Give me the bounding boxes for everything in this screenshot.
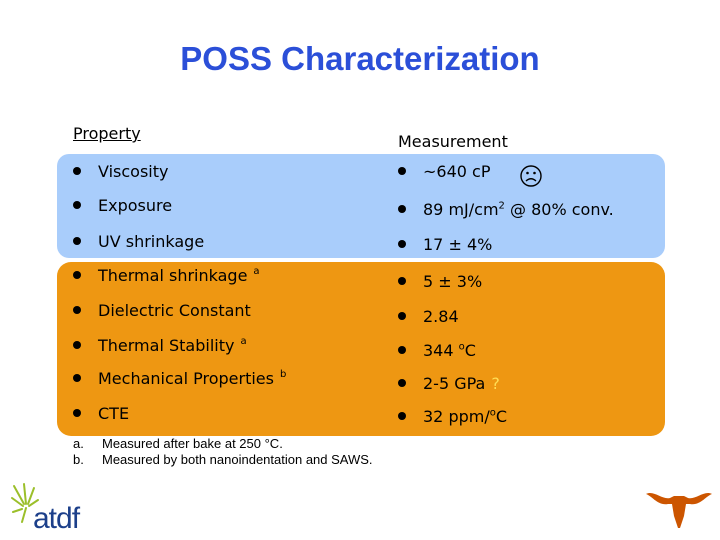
property-label: Thermal shrinkage [98, 266, 248, 285]
measurement-value: 89 mJ/cm2 @ 80% conv. [423, 200, 614, 219]
bullet-icon [398, 345, 406, 354]
table-row: UV shrinkage 17 ± 4% [0, 232, 720, 262]
property-label: Thermal Stability [98, 336, 235, 355]
question-mark-flag: ? [491, 374, 500, 393]
measurement-column-header: Measurement [398, 132, 508, 151]
bullet-icon [73, 408, 81, 417]
property-label: CTE [98, 404, 130, 423]
bullet-icon [73, 373, 81, 382]
slide-title: POSS Characterization [180, 40, 540, 77]
footnote-a: a. Measured after bake at 250 °C. [73, 436, 283, 451]
bullet-icon [398, 378, 406, 387]
footnote-marker: a [240, 336, 247, 347]
bullet-icon [73, 236, 81, 245]
property-label: Exposure [98, 196, 173, 215]
bullet-icon [398, 411, 406, 420]
table-row: Mechanical Properties b 2-5 GPa? [0, 369, 720, 399]
table-row: Thermal Stability a 344 oC [0, 336, 720, 366]
measurement-value: 2.84 [423, 307, 459, 326]
atdf-logo-text: atdf [33, 502, 80, 535]
bullet-icon [73, 340, 81, 349]
atdf-logo-icon [11, 483, 39, 523]
table-row: Viscosity ~640 cP [0, 162, 720, 192]
property-label: Dielectric Constant [98, 301, 251, 320]
footnote-marker: b [279, 369, 287, 380]
bullet-icon [398, 276, 406, 285]
uv-properties-band [57, 154, 665, 258]
property-label: UV shrinkage [98, 232, 205, 251]
measurement-value: 5 ± 3% [423, 272, 483, 291]
measurement-value: 17 ± 4% [423, 235, 493, 254]
bullet-icon [73, 270, 81, 279]
table-row: CTE 32 ppm/oC [0, 404, 720, 434]
bullet-icon [398, 166, 406, 175]
bullet-icon [73, 166, 81, 175]
footnote-b: b. Measured by both nanoindentation and S… [73, 452, 373, 467]
measurement-value: ~640 cP [423, 162, 491, 181]
bullet-icon [398, 311, 406, 320]
table-row: Exposure 89 mJ/cm2 @ 80% conv. [0, 196, 720, 226]
table-row: Thermal shrinkage a 5 ± 3% [0, 266, 720, 296]
footnote-marker: a [253, 266, 260, 277]
bullet-icon [398, 204, 406, 213]
table-row: Dielectric Constant 2.84 [0, 301, 720, 331]
footnotes: a. Measured after bake at 250 °C. b. Measu… [73, 436, 373, 468]
frowning-face-icon [520, 165, 542, 187]
bullet-icon [398, 239, 406, 248]
measurement-value: 32 ppm/oC [423, 407, 508, 426]
property-column-header: Property [73, 124, 141, 143]
longhorn-logo-icon [646, 493, 712, 528]
property-label: Viscosity [98, 162, 169, 181]
bullet-icon [73, 305, 81, 314]
bullet-icon [73, 200, 81, 209]
measurement-value: 344 oC [423, 341, 476, 360]
thermal-properties-band [57, 262, 665, 436]
measurement-value: 2-5 GPa [423, 374, 486, 393]
property-label: Mechanical Properties [98, 369, 274, 388]
